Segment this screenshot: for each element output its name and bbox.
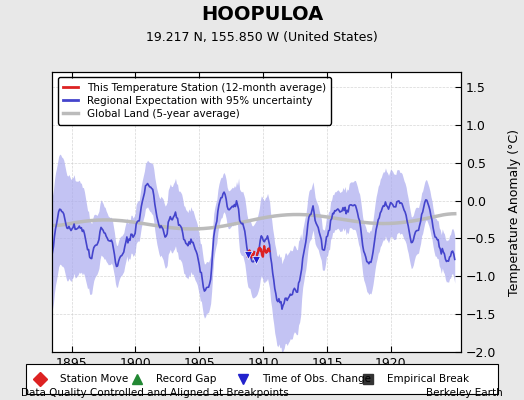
Text: Station Move: Station Move <box>60 374 128 384</box>
FancyBboxPatch shape <box>26 364 498 394</box>
Text: 19.217 N, 155.850 W (United States): 19.217 N, 155.850 W (United States) <box>146 31 378 44</box>
Text: Record Gap: Record Gap <box>156 374 216 384</box>
Text: HOOPULOA: HOOPULOA <box>201 5 323 24</box>
Text: Berkeley Earth: Berkeley Earth <box>427 388 503 398</box>
Text: Empirical Break: Empirical Break <box>387 374 470 384</box>
Y-axis label: Temperature Anomaly (°C): Temperature Anomaly (°C) <box>508 128 520 296</box>
Text: Time of Obs. Change: Time of Obs. Change <box>262 374 371 384</box>
Text: Data Quality Controlled and Aligned at Breakpoints: Data Quality Controlled and Aligned at B… <box>21 388 289 398</box>
Legend: This Temperature Station (12-month average), Regional Expectation with 95% uncer: This Temperature Station (12-month avera… <box>58 77 331 124</box>
